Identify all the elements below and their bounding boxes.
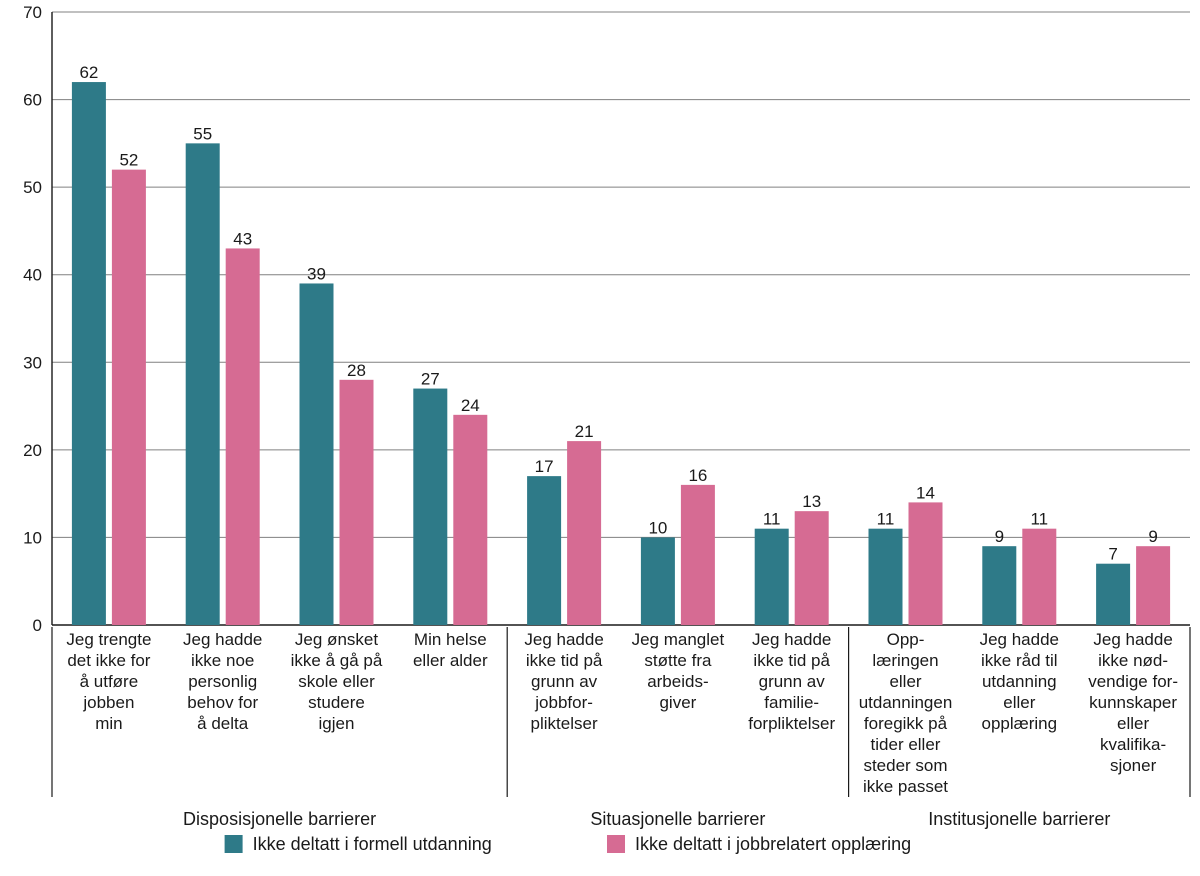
bar-value: 13 <box>802 492 821 511</box>
y-tick-label: 30 <box>23 353 42 372</box>
bar-series-2 <box>681 485 715 625</box>
y-tick-label: 0 <box>33 616 42 635</box>
bar-series-2 <box>567 441 601 625</box>
bar-value: 27 <box>421 370 440 389</box>
legend-label: Ikke deltatt i jobbrelatert opplæring <box>635 834 911 854</box>
bar-value: 24 <box>461 396 480 415</box>
bar-value: 7 <box>1108 545 1117 564</box>
bar-series-1 <box>413 389 447 625</box>
bar-value: 28 <box>347 361 366 380</box>
category-label: Jeg ønsketikke å gå påskole ellerstudere… <box>291 630 383 733</box>
bar-series-1 <box>72 82 106 625</box>
y-tick-label: 60 <box>23 91 42 110</box>
bar-series-2 <box>795 511 829 625</box>
category-label: Jeg haddeikke tid pågrunn avfamilie-forp… <box>748 630 835 733</box>
bar-value: 16 <box>688 466 707 485</box>
legend-label: Ikke deltatt i formell utdanning <box>253 834 492 854</box>
bar-series-1 <box>869 529 903 625</box>
bar-series-1 <box>186 143 220 625</box>
bar-value: 52 <box>119 151 138 170</box>
bar-value: 11 <box>763 510 781 529</box>
bar-series-2 <box>112 170 146 625</box>
bar-series-2 <box>909 502 943 625</box>
category-label: Jeg haddeikke nød-vendige for-kunnskaper… <box>1088 630 1178 775</box>
y-tick-label: 20 <box>23 441 42 460</box>
bar-series-2 <box>226 248 260 625</box>
legend-swatch <box>607 835 625 853</box>
bar-series-1 <box>300 283 334 625</box>
category-label: Min helseeller alder <box>413 630 488 670</box>
bar-series-2 <box>1022 529 1056 625</box>
bar-value: 9 <box>1148 527 1157 546</box>
y-tick-label: 40 <box>23 266 42 285</box>
y-tick-label: 10 <box>23 528 42 547</box>
category-label: Opp-læringenellerutdanningenforegikk påt… <box>859 630 953 796</box>
bar-value: 55 <box>193 124 212 143</box>
bar-value: 10 <box>648 518 667 537</box>
chart-svg: 0 10 20 30 40 50 60 70 62 52 Jeg trengtedet ikke f… <box>0 0 1200 876</box>
y-tick-label: 70 <box>23 3 42 22</box>
bar-value: 11 <box>877 510 895 529</box>
y-tick-label: 50 <box>23 178 42 197</box>
group-title: Institusjonelle barrierer <box>928 809 1110 829</box>
category-label: Jeg haddeikke råd tilutdanningelleropplæ… <box>980 630 1059 733</box>
bar-value: 39 <box>307 264 326 283</box>
bar-value: 62 <box>79 63 98 82</box>
bar-value: 11 <box>1030 510 1048 529</box>
bar-value: 17 <box>535 457 554 476</box>
bar-value: 14 <box>916 483 935 502</box>
bar-series-1 <box>527 476 561 625</box>
group-title: Disposisjonelle barrierer <box>183 809 376 829</box>
category-label: Jeg mangletstøtte fraarbeids-giver <box>632 630 725 712</box>
bar-value: 43 <box>233 229 252 248</box>
category-label: Jeg haddeikke noepersonligbehov forå del… <box>183 630 262 733</box>
category-label: Jeg haddeikke tid pågrunn avjobbfor-plik… <box>524 630 603 733</box>
bar-value: 9 <box>995 527 1004 546</box>
category-label: Jeg trengtedet ikke forå utførejobbenmin <box>66 630 151 733</box>
bar-series-1 <box>755 529 789 625</box>
bar-series-1 <box>1096 564 1130 625</box>
bar-series-2 <box>453 415 487 625</box>
bar-series-1 <box>641 537 675 625</box>
bar-value: 21 <box>575 422 594 441</box>
barriers-chart: 0 10 20 30 40 50 60 70 62 52 Jeg trengtedet ikke f… <box>0 0 1200 876</box>
bar-series-1 <box>982 546 1016 625</box>
group-title: Situasjonelle barrierer <box>590 809 765 829</box>
bar-series-2 <box>340 380 374 625</box>
bar-series-2 <box>1136 546 1170 625</box>
legend-swatch <box>225 835 243 853</box>
